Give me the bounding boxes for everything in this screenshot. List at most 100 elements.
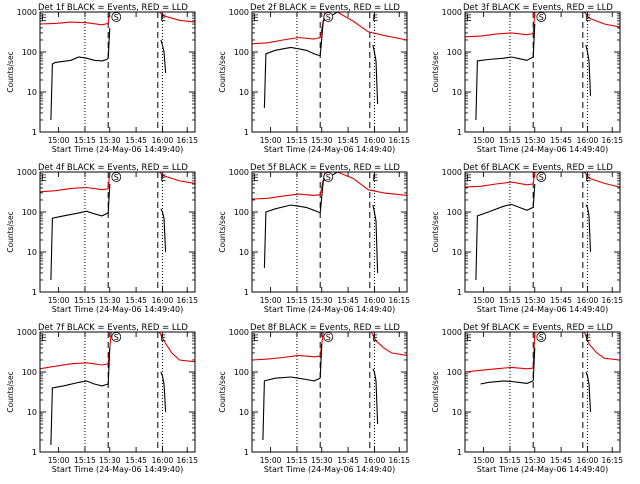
lld-series-line: [464, 32, 534, 38]
x-tick-label: 15:15: [74, 136, 96, 145]
events-series-line: [160, 39, 167, 73]
y-tick-label: 10: [452, 248, 462, 257]
chart-title: Det 3f BLACK = Events, RED = LLD: [463, 3, 613, 13]
x-tick-label: 16:15: [388, 136, 410, 145]
y-tick-label: 100: [447, 368, 462, 377]
x-tick-label: 15:00: [48, 136, 70, 145]
y-tick-label: 10: [27, 408, 37, 417]
marker-label-e: E: [160, 14, 166, 24]
marker-label-s: S: [114, 13, 119, 22]
events-series-line: [50, 380, 109, 446]
x-tick-label: 16:15: [601, 296, 623, 305]
marker-label-e: E: [41, 14, 47, 24]
x-tick-label: 15:45: [550, 296, 572, 305]
y-tick-label: 1: [32, 128, 37, 137]
chart-panel-7: Det 7f BLACK = Events, RED = LLD 1 10 100 10…: [6, 323, 198, 474]
events-series-line: [585, 204, 592, 253]
marker-label-s: S: [539, 173, 544, 182]
marker-label-e: E: [41, 334, 47, 344]
chart-panel-6: Det 6f BLACK = Events, RED = LLD 1 10 100 10…: [431, 163, 623, 314]
x-tick-label: 15:45: [337, 456, 359, 465]
x-tick-label: 15:45: [125, 136, 147, 145]
x-tick-label: 15:00: [473, 456, 495, 465]
y-tick-label: 1000: [229, 8, 249, 17]
y-tick-label: 1000: [442, 168, 462, 177]
plot-frame: [464, 11, 621, 133]
x-tick-label: 15:45: [125, 456, 147, 465]
events-series-line: [532, 183, 536, 208]
chart-panel-3: Det 3f BLACK = Events, RED = LLD 1 10 100 10…: [431, 3, 623, 154]
y-tick-label: 10: [27, 248, 37, 257]
y-tick-label: 1000: [17, 8, 37, 17]
events-series-line: [585, 371, 592, 413]
y-tick-label: 100: [447, 48, 462, 57]
lld-series-line: [251, 354, 321, 361]
events-series-line: [107, 347, 111, 385]
y-tick-label: 1000: [17, 328, 37, 337]
marker-label-s: S: [326, 333, 331, 342]
x-tick-label: 16:15: [176, 456, 198, 465]
y-tick-label: 1: [32, 448, 37, 457]
lld-series-line: [159, 11, 196, 23]
x-tick-label: 16:00: [577, 456, 599, 465]
y-tick-label: 100: [234, 48, 249, 57]
events-series-line: [532, 347, 536, 381]
marker-label-s: S: [114, 333, 119, 342]
x-tick-label: 15:30: [311, 456, 333, 465]
lld-series-line: [583, 171, 621, 188]
y-tick-label: 1: [457, 288, 462, 297]
lld-series-line: [159, 171, 196, 184]
x-tick-label: 16:15: [176, 136, 198, 145]
y-axis-label: Counts/sec: [6, 51, 15, 92]
x-tick-label: 16:15: [176, 296, 198, 305]
x-axis-label: Start Time (24-May-06 14:49:40): [477, 305, 608, 314]
x-tick-label: 15:15: [286, 296, 308, 305]
y-tick-label: 100: [22, 48, 37, 57]
chart-panel-4: Det 4f BLACK = Events, RED = LLD 1 10 100 10…: [6, 163, 198, 314]
y-axis-label: Counts/sec: [431, 211, 440, 252]
x-tick-label: 15:45: [125, 296, 147, 305]
marker-label-e: E: [466, 14, 472, 24]
y-tick-label: 10: [27, 88, 37, 97]
y-tick-label: 1000: [229, 168, 249, 177]
x-axis-label: Start Time (24-May-06 14:49:40): [264, 145, 395, 154]
marker-label-e: E: [372, 14, 378, 24]
marker-label-e: E: [466, 174, 472, 184]
plot-frame: [39, 171, 196, 293]
marker-label-e: E: [160, 174, 166, 184]
x-tick-label: 15:15: [74, 456, 96, 465]
y-axis-label: Counts/sec: [218, 371, 227, 412]
x-tick-label: 16:15: [601, 136, 623, 145]
y-tick-label: 1000: [229, 328, 249, 337]
x-tick-label: 15:45: [550, 136, 572, 145]
y-axis-label: Counts/sec: [6, 371, 15, 412]
x-axis-label: Start Time (24-May-06 14:49:40): [477, 145, 608, 154]
chart-panel-8: Det 8f BLACK = Events, RED = LLD 1 10 100 10…: [218, 323, 410, 474]
lld-series-line: [39, 21, 109, 26]
marker-label-s: S: [539, 333, 544, 342]
x-tick-label: 15:45: [337, 136, 359, 145]
events-series-line: [372, 44, 379, 105]
y-tick-label: 1000: [442, 328, 462, 337]
events-series-line: [475, 56, 534, 121]
y-tick-label: 1000: [17, 168, 37, 177]
lld-series-line: [39, 186, 109, 193]
x-tick-label: 15:15: [286, 136, 308, 145]
x-axis-label: Start Time (24-May-06 14:49:40): [52, 465, 183, 474]
marker-label-e: E: [41, 174, 47, 184]
events-series-line: [50, 210, 109, 281]
events-series-line: [50, 56, 109, 121]
y-tick-label: 100: [22, 368, 37, 377]
y-axis-label: Counts/sec: [218, 211, 227, 252]
x-tick-label: 15:15: [499, 136, 521, 145]
x-tick-label: 15:00: [48, 296, 70, 305]
lld-series-line: [39, 362, 109, 370]
x-tick-label: 16:00: [152, 136, 174, 145]
x-tick-label: 16:15: [388, 456, 410, 465]
x-tick-label: 15:30: [524, 296, 546, 305]
x-axis-label: Start Time (24-May-06 14:49:40): [264, 305, 395, 314]
x-axis-label: Start Time (24-May-06 14:49:40): [52, 145, 183, 154]
events-series-line: [107, 27, 111, 59]
x-tick-label: 15:45: [550, 456, 572, 465]
